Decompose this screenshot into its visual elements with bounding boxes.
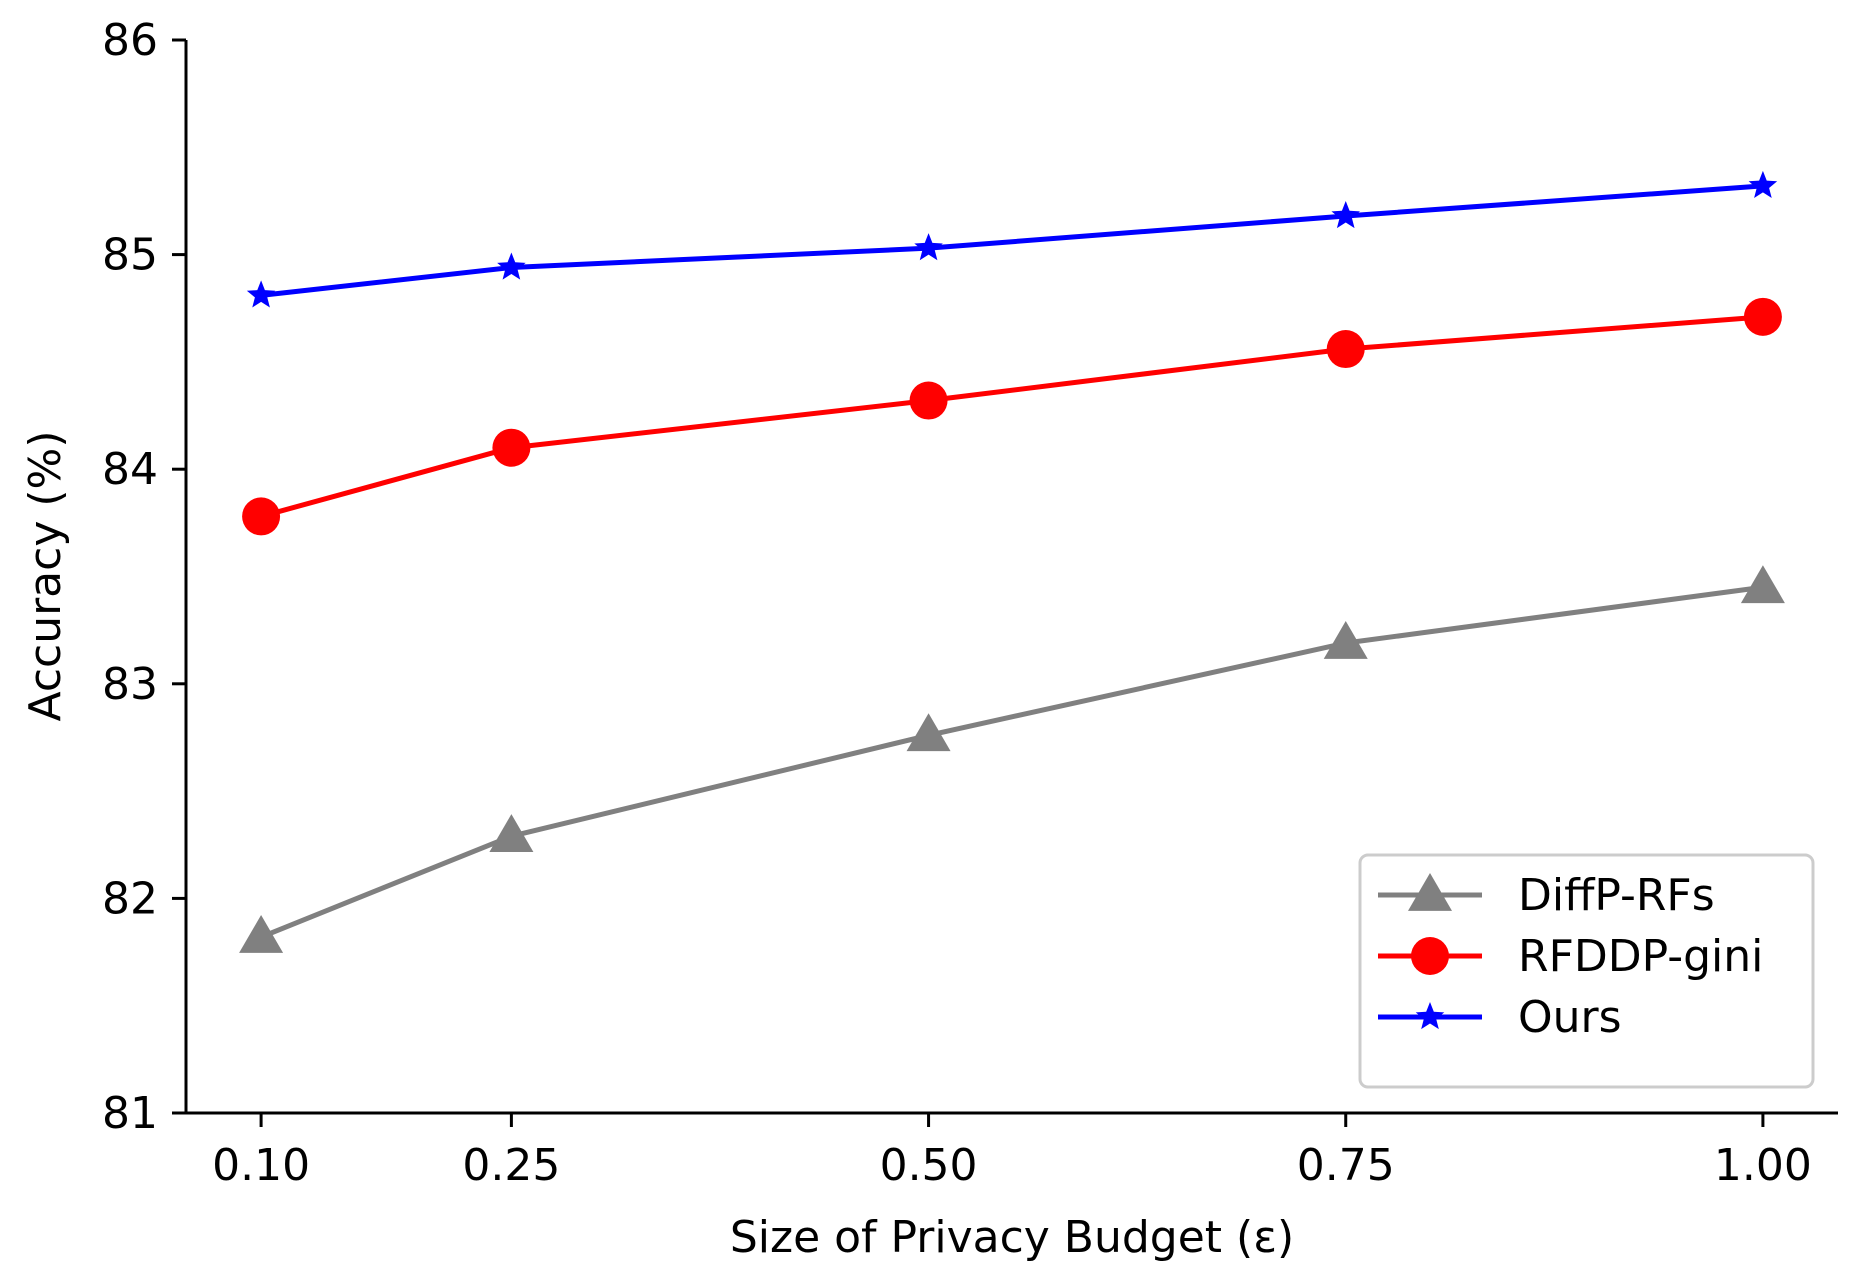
legend-item-ours: Ours (1378, 992, 1622, 1043)
data-point-rfddp-gini (1743, 297, 1782, 336)
data-point-diffp-rfs (489, 814, 534, 853)
y-tick-label: 83 (102, 659, 158, 710)
series-line-rfddp-gini (260, 314, 1764, 519)
x-tick-label: 0.50 (880, 1140, 978, 1191)
data-point-rfddp-gini (492, 428, 531, 467)
data-point-ours (1331, 200, 1360, 229)
x-tick-label: 0.25 (462, 1140, 560, 1191)
legend-label: DiffP-RFs (1518, 870, 1715, 921)
y-axis-label: Accuracy (%) (20, 430, 71, 721)
data-point-diffp-rfs (1323, 621, 1368, 659)
series-line-ours (260, 183, 1764, 298)
legend-marker (1415, 1002, 1445, 1030)
series-layer (239, 170, 1785, 953)
data-point-diffp-rfs (906, 713, 951, 752)
series-ours (246, 170, 1778, 308)
x-tick-label: 0.10 (212, 1140, 310, 1191)
legend: DiffP-RFs RFDDP-gini Ours (1358, 853, 1815, 1089)
data-point-ours (497, 252, 526, 280)
x-ticks: 0.10 0.25 0.50 0.75 1.00 (212, 1113, 1812, 1191)
legend-item-diffp-rfs: DiffP-RFs (1378, 870, 1715, 921)
legend-item-rfddp-gini: RFDDP-gini (1378, 931, 1763, 982)
data-point-rfddp-gini (1326, 330, 1365, 369)
data-point-rfddp-gini (242, 497, 281, 536)
y-tick-label: 82 (102, 873, 158, 924)
data-point-rfddp-gini (909, 381, 948, 420)
data-point-ours (914, 233, 943, 261)
y-tick-label: 85 (102, 230, 158, 281)
legend-label: Ours (1518, 992, 1622, 1043)
data-point-ours (1748, 170, 1778, 199)
axes (184, 40, 1838, 1115)
legend-label: RFDDP-gini (1518, 931, 1763, 982)
x-axis-label: Size of Privacy Budget (ε) (730, 1212, 1294, 1263)
legend-marker (1411, 937, 1449, 975)
legend-marker (1408, 873, 1452, 911)
legend-frame (1358, 853, 1815, 1089)
y-ticks: 81 82 83 84 85 86 (102, 15, 186, 1139)
y-tick-label: 86 (102, 15, 158, 66)
data-point-ours (246, 280, 276, 308)
data-point-diffp-rfs (1740, 565, 1785, 604)
y-tick-label: 81 (102, 1088, 158, 1139)
data-point-diffp-rfs (239, 915, 284, 953)
x-tick-label: 1.00 (1714, 1140, 1812, 1191)
x-tick-label: 0.75 (1297, 1140, 1395, 1191)
series-diffp-rfs (239, 565, 1785, 953)
series-rfddp-gini (242, 297, 1782, 536)
y-tick-label: 84 (102, 444, 158, 495)
